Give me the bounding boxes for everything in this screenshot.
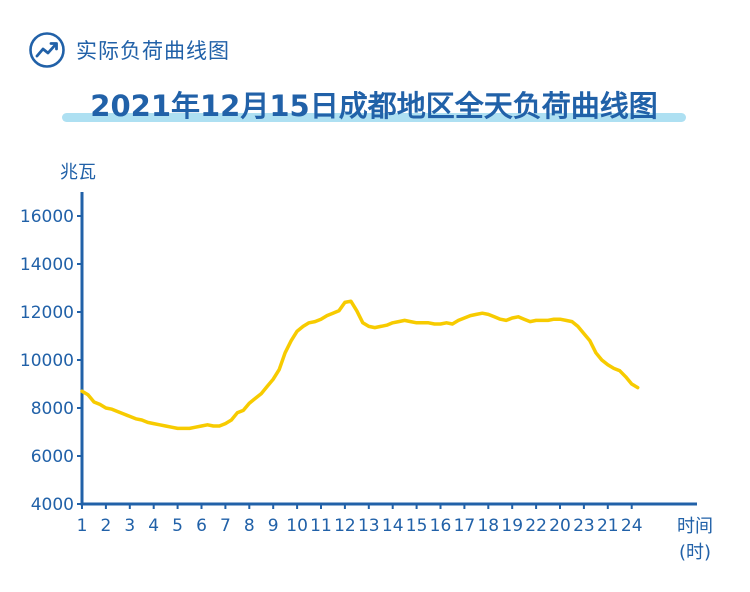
trend-up-circle-icon xyxy=(29,32,65,68)
x-tick-label: 22 xyxy=(525,516,547,536)
header-label: 实际负荷曲线图 xyxy=(76,39,230,63)
x-tick-label: 12 xyxy=(334,516,356,536)
x-tick-label: 17 xyxy=(454,516,476,536)
x-tick-label: 14 xyxy=(382,516,404,536)
y-tick-label: 16000 xyxy=(20,207,74,227)
x-tick-label: 16 xyxy=(430,516,452,536)
chart-title-block: 2021年12月15日成都地区全天负荷曲线图 xyxy=(62,86,686,126)
x-tick-label: 8 xyxy=(244,516,255,536)
x-tick-label: 10 xyxy=(286,516,308,536)
y-tick-label: 12000 xyxy=(20,303,74,323)
title-underline xyxy=(62,113,686,122)
x-tick-label: 11 xyxy=(310,516,332,536)
x-axis-unit: (时) xyxy=(679,542,711,563)
x-tick-label: 5 xyxy=(172,516,183,536)
x-axis-label: 时间 xyxy=(677,516,713,537)
x-tick-label: 20 xyxy=(549,516,571,536)
x-tick-label: 9 xyxy=(268,516,279,536)
x-tick-label: 24 xyxy=(621,516,643,536)
y-tick-label: 8000 xyxy=(31,399,74,419)
x-tick-label: 19 xyxy=(501,516,523,536)
x-tick-label: 13 xyxy=(358,516,380,536)
x-tick-label: 6 xyxy=(196,516,207,536)
chart-title: 2021年12月15日成都地区全天负荷曲线图 xyxy=(90,89,658,123)
x-tick-label: 3 xyxy=(124,516,135,536)
x-tick-label: 23 xyxy=(573,516,595,536)
x-tick-label: 7 xyxy=(220,516,231,536)
y-axis-label: 兆瓦 xyxy=(60,162,96,183)
load-series-line xyxy=(80,299,640,431)
x-tick-label: 4 xyxy=(148,516,159,536)
y-tick-label: 10000 xyxy=(20,351,74,371)
y-tick-label: 14000 xyxy=(20,255,74,275)
x-tick-label: 15 xyxy=(406,516,428,536)
x-tick-label: 2 xyxy=(100,516,111,536)
x-tick-label: 1 xyxy=(77,516,88,536)
x-tick-label: 21 xyxy=(597,516,619,536)
y-tick-label: 4000 xyxy=(31,495,74,515)
chart-header: 实际负荷曲线图 xyxy=(28,30,230,70)
y-tick-label: 6000 xyxy=(31,447,74,467)
x-tick-label: 18 xyxy=(477,516,499,536)
